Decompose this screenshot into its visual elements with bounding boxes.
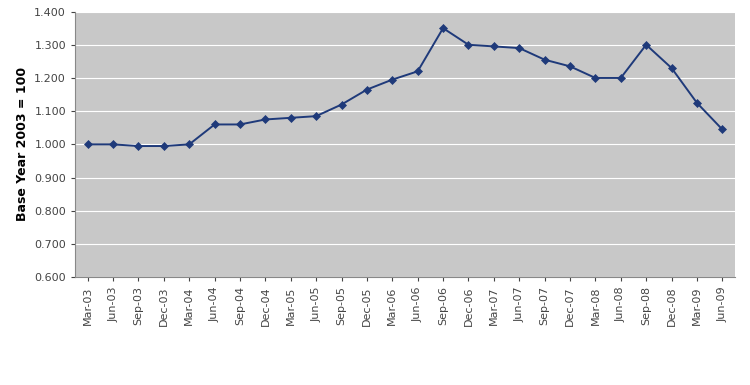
Y-axis label: Base Year 2003 = 100: Base Year 2003 = 100 — [16, 67, 28, 221]
